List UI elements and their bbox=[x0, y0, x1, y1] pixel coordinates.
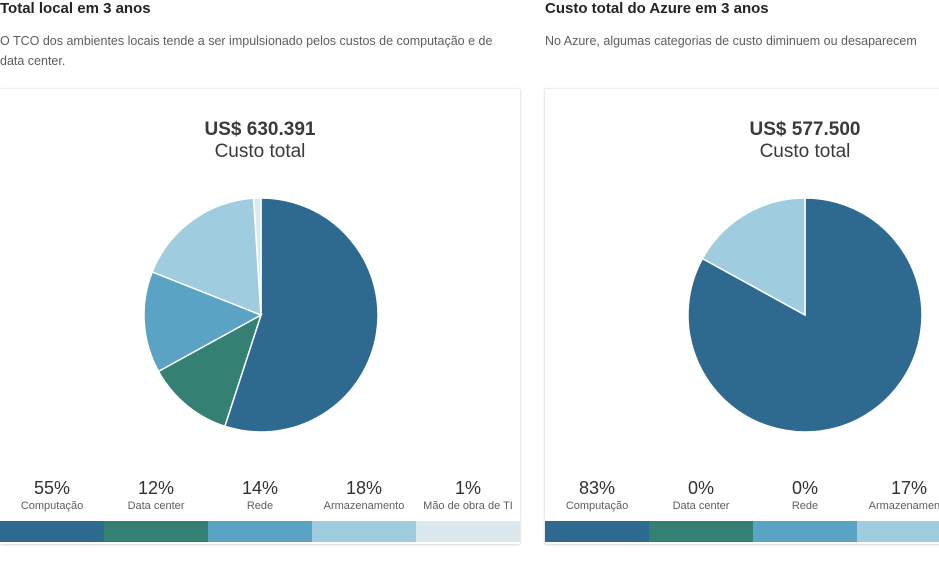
legend-pct: 1% bbox=[454, 478, 481, 498]
onprem-chart-card: US$ 630.391 Custo total 55% Computação 12… bbox=[0, 89, 520, 544]
azure-legend: 83% Computação 0% Data center 0% Rede 17% Ar… bbox=[545, 477, 939, 513]
onprem-pie-chart bbox=[143, 197, 379, 433]
pie-slice-computa-o bbox=[223, 197, 379, 433]
legend-pct: 55% bbox=[33, 478, 71, 498]
legend-label: Computação bbox=[20, 500, 84, 512]
legend-swatch-computacao bbox=[0, 521, 104, 542]
legend-item: 0% Data center bbox=[649, 477, 753, 513]
legend-swatch-rede bbox=[753, 521, 857, 542]
legend-item: 14% Rede bbox=[208, 477, 312, 513]
pie-slice-m-o-de-obra-de-ti bbox=[252, 197, 262, 316]
legend-swatch-computacao bbox=[545, 521, 649, 542]
onprem-color-bar bbox=[0, 521, 520, 542]
azure-total: US$ 577.500 Custo total bbox=[545, 119, 939, 163]
legend-pct: 17% bbox=[890, 478, 928, 498]
legend-item: 17% Armazenamento bbox=[857, 477, 939, 513]
legend-pct: 14% bbox=[241, 478, 279, 498]
onprem-total: US$ 630.391 Custo total bbox=[0, 119, 520, 163]
legend-item: 1% Mão de obra de TI bbox=[416, 477, 520, 513]
legend-label: Rede bbox=[246, 500, 274, 512]
azure-pie-chart bbox=[687, 197, 923, 433]
onprem-total-amount: US$ 630.391 bbox=[204, 119, 316, 140]
azure-chart-card: US$ 577.500 Custo total 83% Computação 0%… bbox=[545, 89, 939, 544]
legend-pct: 0% bbox=[791, 478, 818, 498]
azure-total-amount: US$ 577.500 bbox=[749, 119, 861, 140]
legend-swatch-mao-de-obra bbox=[416, 521, 520, 542]
azure-total-label: Custo total bbox=[759, 141, 851, 162]
legend-swatch-data-center bbox=[649, 521, 753, 542]
azure-title: Custo total do Azure em 3 anos bbox=[545, 0, 769, 17]
legend-swatch-armazenamento bbox=[857, 521, 939, 542]
onprem-description: O TCO dos ambientes locais tende a ser i… bbox=[0, 34, 493, 68]
pie-slice-rede bbox=[143, 270, 263, 373]
onprem-total-label: Custo total bbox=[214, 141, 306, 162]
legend-label: Data center bbox=[127, 500, 185, 512]
legend-swatch-rede bbox=[208, 521, 312, 542]
legend-label: Computação bbox=[565, 500, 629, 512]
legend-label: Armazenamento bbox=[868, 500, 939, 512]
legend-swatch-data-center bbox=[104, 521, 208, 542]
pie-slice-armazenamento bbox=[151, 197, 262, 317]
legend-item: 18% Armazenamento bbox=[312, 477, 416, 513]
onprem-legend: 55% Computação 12% Data center 14% Rede 18%… bbox=[0, 477, 520, 513]
legend-swatch-armazenamento bbox=[312, 521, 416, 542]
pie-slice-armazenamento bbox=[701, 197, 806, 317]
legend-item: 0% Rede bbox=[753, 477, 857, 513]
legend-pct: 0% bbox=[687, 478, 714, 498]
legend-pct: 83% bbox=[578, 478, 616, 498]
onprem-title: Total local em 3 anos bbox=[0, 0, 151, 17]
legend-label: Data center bbox=[672, 500, 730, 512]
legend-pct: 18% bbox=[345, 478, 383, 498]
legend-item: 55% Computação bbox=[0, 477, 104, 513]
pie-slice-data-center bbox=[157, 313, 263, 428]
azure-description: No Azure, algumas categorias de custo di… bbox=[545, 34, 917, 48]
legend-item: 12% Data center bbox=[104, 477, 208, 513]
legend-label: Armazenamento bbox=[323, 500, 405, 512]
azure-color-bar bbox=[545, 521, 939, 542]
legend-label: Rede bbox=[791, 500, 819, 512]
legend-item: 83% Computação bbox=[545, 477, 649, 513]
legend-label: Mão de obra de TI bbox=[423, 500, 513, 512]
legend-pct: 12% bbox=[137, 478, 175, 498]
